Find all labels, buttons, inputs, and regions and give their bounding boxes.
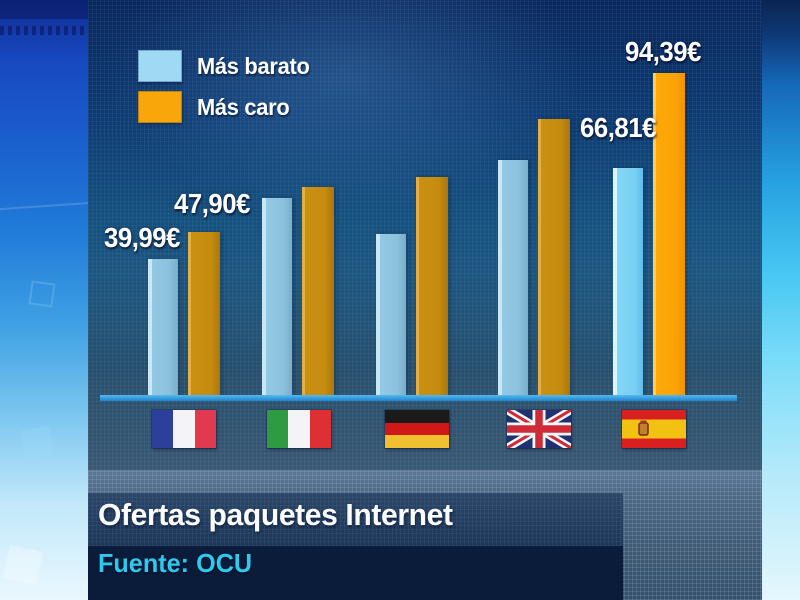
chart-baseline <box>100 395 737 401</box>
cube-decoration <box>28 280 56 308</box>
value-label-mas-barato-francia: 39,99€ <box>104 222 181 253</box>
value-label-mas-caro-francia: 47,90€ <box>174 188 251 219</box>
cube-decoration <box>19 425 55 461</box>
bar-mas-caro-alemania <box>416 177 448 396</box>
legend-swatch-caro <box>138 91 182 123</box>
bar-mas-caro-reino-unido <box>538 119 570 396</box>
bar-mas-caro-italia <box>302 187 334 396</box>
bar-mas-barato-reino-unido <box>498 160 528 396</box>
legend-item-mas-caro: Más caro <box>138 91 315 123</box>
backdrop-line-decoration <box>0 201 96 211</box>
title-bar: Ofertas paquetes Internet <box>88 493 623 546</box>
flag-spain-icon <box>622 410 686 448</box>
value-label-mas-barato-espana: 66,81€ <box>580 112 657 143</box>
bar-mas-caro-francia <box>188 232 220 396</box>
legend-item-mas-barato: Más barato <box>138 50 315 82</box>
legend-label-barato: Más barato <box>197 52 310 79</box>
source-bar: Fuente: OCU <box>88 546 623 600</box>
flag-italy-icon <box>267 410 331 448</box>
legend-label-caro: Más caro <box>197 93 290 120</box>
studio-backdrop-left <box>0 0 96 600</box>
flag-france-icon <box>152 410 216 448</box>
film-strip-decoration <box>0 26 88 35</box>
flag-uk-icon <box>507 410 571 448</box>
chart-title: Ofertas paquetes Internet <box>98 497 453 532</box>
bar-mas-barato-espana <box>613 168 643 396</box>
legend-swatch-barato <box>138 50 182 82</box>
bar-mas-caro-espana <box>653 73 685 396</box>
bar-mas-barato-alemania <box>376 234 406 396</box>
bar-mas-barato-italia <box>262 198 292 396</box>
chart-panel: Más barato Más caro 39,99€ 47,90€ 66,81€ 94… <box>88 0 762 470</box>
cube-decoration <box>2 544 44 586</box>
flag-germany-icon <box>385 410 449 448</box>
chart-legend: Más barato Más caro <box>138 50 315 132</box>
source-label: Fuente: OCU <box>98 548 253 578</box>
bar-mas-barato-francia <box>148 259 178 396</box>
studio-backdrop-right <box>762 0 800 600</box>
value-label-mas-caro-espana: 94,39€ <box>625 36 702 67</box>
